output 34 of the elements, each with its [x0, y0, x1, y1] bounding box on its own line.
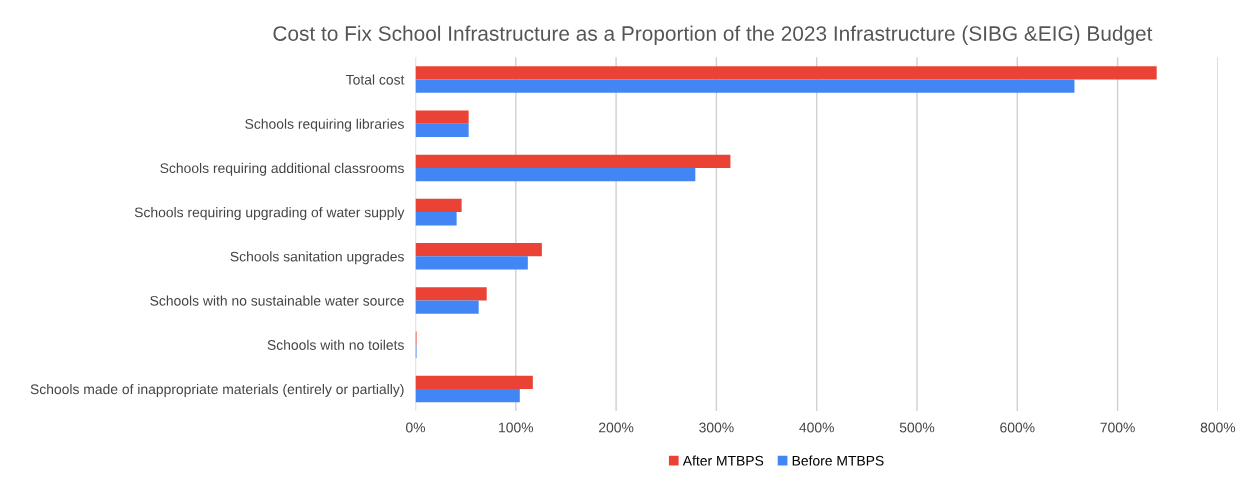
y-tick-label: Schools with no toilets — [267, 339, 404, 350]
legend-label: After MTBPS — [682, 455, 764, 466]
bar — [415, 79, 1075, 93]
bar — [415, 388, 520, 403]
x-tick-label: 700% — [1100, 422, 1135, 433]
y-tick-label: Schools made of inappropriate materials (entirely or partially) — [30, 383, 404, 397]
x-tick-label: 800% — [1200, 422, 1236, 433]
bar — [415, 256, 528, 270]
x-tick-label: 600% — [1000, 422, 1035, 433]
x-tick-label: 300% — [699, 422, 734, 433]
bar — [415, 110, 469, 124]
x-tick-label: 500% — [899, 422, 935, 433]
y-tick-label: Total cost — [346, 74, 405, 85]
bar — [415, 300, 479, 314]
y-tick-label: Schools requiring additional classrooms — [160, 162, 404, 176]
bar — [415, 198, 462, 213]
y-tick-label: Schools requiring libraries — [245, 118, 404, 132]
bar — [415, 212, 457, 226]
bar — [415, 243, 542, 257]
x-tick-label: 400% — [799, 422, 834, 433]
x-tick-label: 0% — [406, 422, 426, 433]
x-tick-label: 100% — [499, 422, 534, 433]
y-tick-label: Schools with no sustainable water source — [150, 295, 404, 306]
bar — [415, 123, 469, 137]
bar — [415, 375, 533, 389]
bar — [415, 154, 731, 168]
bar — [415, 66, 1157, 80]
y-tick-label: Schools requiring upgrading of water supply — [134, 207, 405, 221]
x-tick-label: 200% — [599, 422, 634, 433]
bar — [415, 167, 696, 182]
legend-label: Before MTBPS — [792, 455, 884, 466]
chart-title: Cost to Fix School Infrastructure as a Proportion of the 2023 Infrastructure (SIBG &EIG) Budget — [273, 25, 1153, 46]
bar — [415, 287, 487, 301]
y-tick-label: Schools sanitation upgrades — [230, 251, 404, 265]
